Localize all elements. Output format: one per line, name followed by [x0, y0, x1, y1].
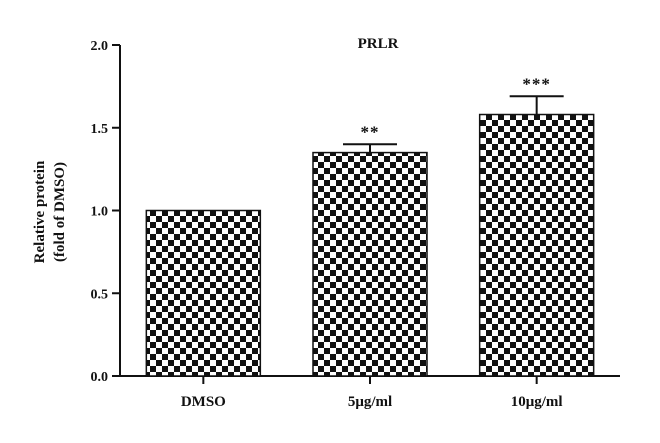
x-axis: DMSO 5μg/ml 10μg/ml — [120, 375, 620, 410]
y-axis-label-line-2: (fold of DMSO) — [52, 162, 68, 262]
error-bars-group — [343, 95, 564, 153]
significance-label: *** — [522, 74, 551, 93]
significance-group: ***** — [361, 74, 551, 141]
bar-0 — [145, 209, 262, 377]
y-tick-label: 2.0 — [91, 39, 109, 54]
bar-1 — [312, 151, 428, 377]
y-tick-label: 1.5 — [91, 122, 109, 137]
y-axis: 0.0 0.5 1.0 1.5 2.0 — [91, 39, 121, 385]
chart-title: PRLR — [358, 36, 399, 52]
y-tick-label: 0.5 — [91, 287, 109, 302]
bars-group — [145, 113, 595, 377]
x-category-label: 5μg/ml — [348, 394, 392, 410]
x-category-label: DMSO — [181, 394, 226, 410]
x-category-label: 10μg/ml — [511, 394, 563, 410]
y-tick-label: 0.0 — [91, 370, 109, 385]
y-tick-label: 1.0 — [91, 205, 109, 220]
y-axis-label-line-1: Relative protein — [32, 160, 48, 263]
bar-2 — [478, 113, 595, 377]
significance-label: ** — [361, 122, 380, 141]
